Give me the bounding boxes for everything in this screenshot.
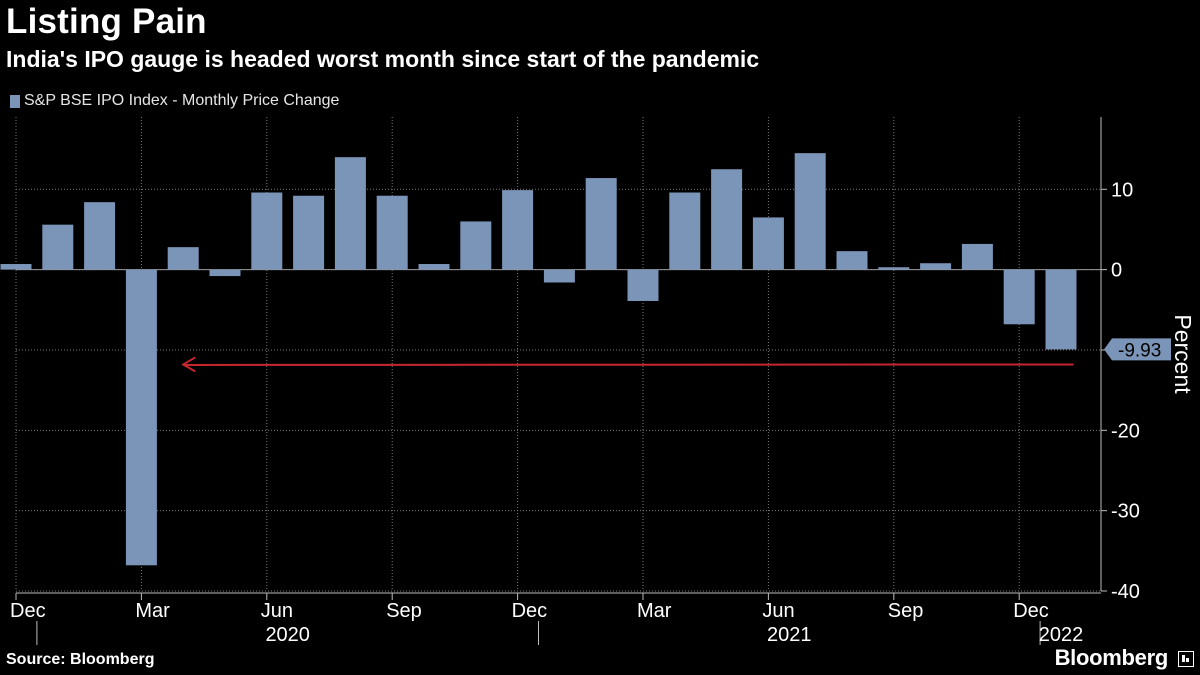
y-tick-label: -20 xyxy=(1111,420,1140,442)
bar xyxy=(42,224,74,270)
bar xyxy=(334,157,366,270)
annotation-arrow-shaft xyxy=(183,363,1074,366)
bar xyxy=(752,217,784,270)
legend-swatch xyxy=(10,94,20,108)
x-tick-label: Mar xyxy=(637,600,672,622)
y-axis-label: Percent xyxy=(1170,314,1196,394)
y-tick-label: -40 xyxy=(1111,581,1140,603)
bar xyxy=(543,269,575,283)
bar xyxy=(794,153,826,270)
chart-title: Listing Pain xyxy=(6,2,207,41)
bar xyxy=(836,251,868,270)
bar xyxy=(669,192,701,270)
bar xyxy=(0,264,32,270)
x-year-label: 2020 xyxy=(265,624,310,646)
x-tick-label: Dec xyxy=(10,600,46,622)
bar xyxy=(502,190,534,270)
last-value-label: -9.93 xyxy=(1118,340,1161,361)
bar xyxy=(209,269,241,277)
x-tick-label: Sep xyxy=(888,600,924,622)
x-tick-label: Dec xyxy=(512,600,548,622)
legend-label: S&P BSE IPO Index - Monthly Price Change xyxy=(24,92,340,109)
brand-logo: Bloomberg xyxy=(1054,645,1169,670)
x-tick-label: Jun xyxy=(762,600,794,622)
bar xyxy=(1045,269,1077,350)
annotation-arrow-head xyxy=(181,356,196,373)
bar xyxy=(167,247,199,270)
bar xyxy=(878,267,910,270)
source-note: Source: Bloomberg xyxy=(6,651,155,668)
x-tick-label: Mar xyxy=(135,600,170,622)
bar xyxy=(627,269,659,301)
y-tick-label: 10 xyxy=(1111,179,1133,201)
bar xyxy=(84,202,116,270)
x-tick-label: Sep xyxy=(386,600,422,622)
bar xyxy=(460,221,492,270)
bar xyxy=(585,178,617,270)
bar xyxy=(376,195,408,270)
chart-subtitle: India's IPO gauge is headed worst month … xyxy=(6,46,760,72)
x-year-label: 2021 xyxy=(767,624,812,646)
bar xyxy=(293,195,325,270)
bar xyxy=(251,192,283,270)
x-tick-label: Jun xyxy=(261,600,293,622)
y-tick-label: 0 xyxy=(1111,260,1122,282)
y-tick-label: -30 xyxy=(1111,501,1140,523)
bar xyxy=(1003,269,1035,325)
last-value-tag xyxy=(1104,338,1171,361)
x-year-label: 2022 xyxy=(1039,624,1084,646)
x-tick-label: Dec xyxy=(1013,600,1049,622)
bar xyxy=(961,243,993,270)
bar xyxy=(711,169,743,270)
bar xyxy=(920,263,952,270)
bar xyxy=(125,269,157,566)
terminal-icon xyxy=(1178,651,1194,667)
bar xyxy=(418,264,450,270)
legend: S&P BSE IPO Index - Monthly Price Change xyxy=(10,92,339,110)
